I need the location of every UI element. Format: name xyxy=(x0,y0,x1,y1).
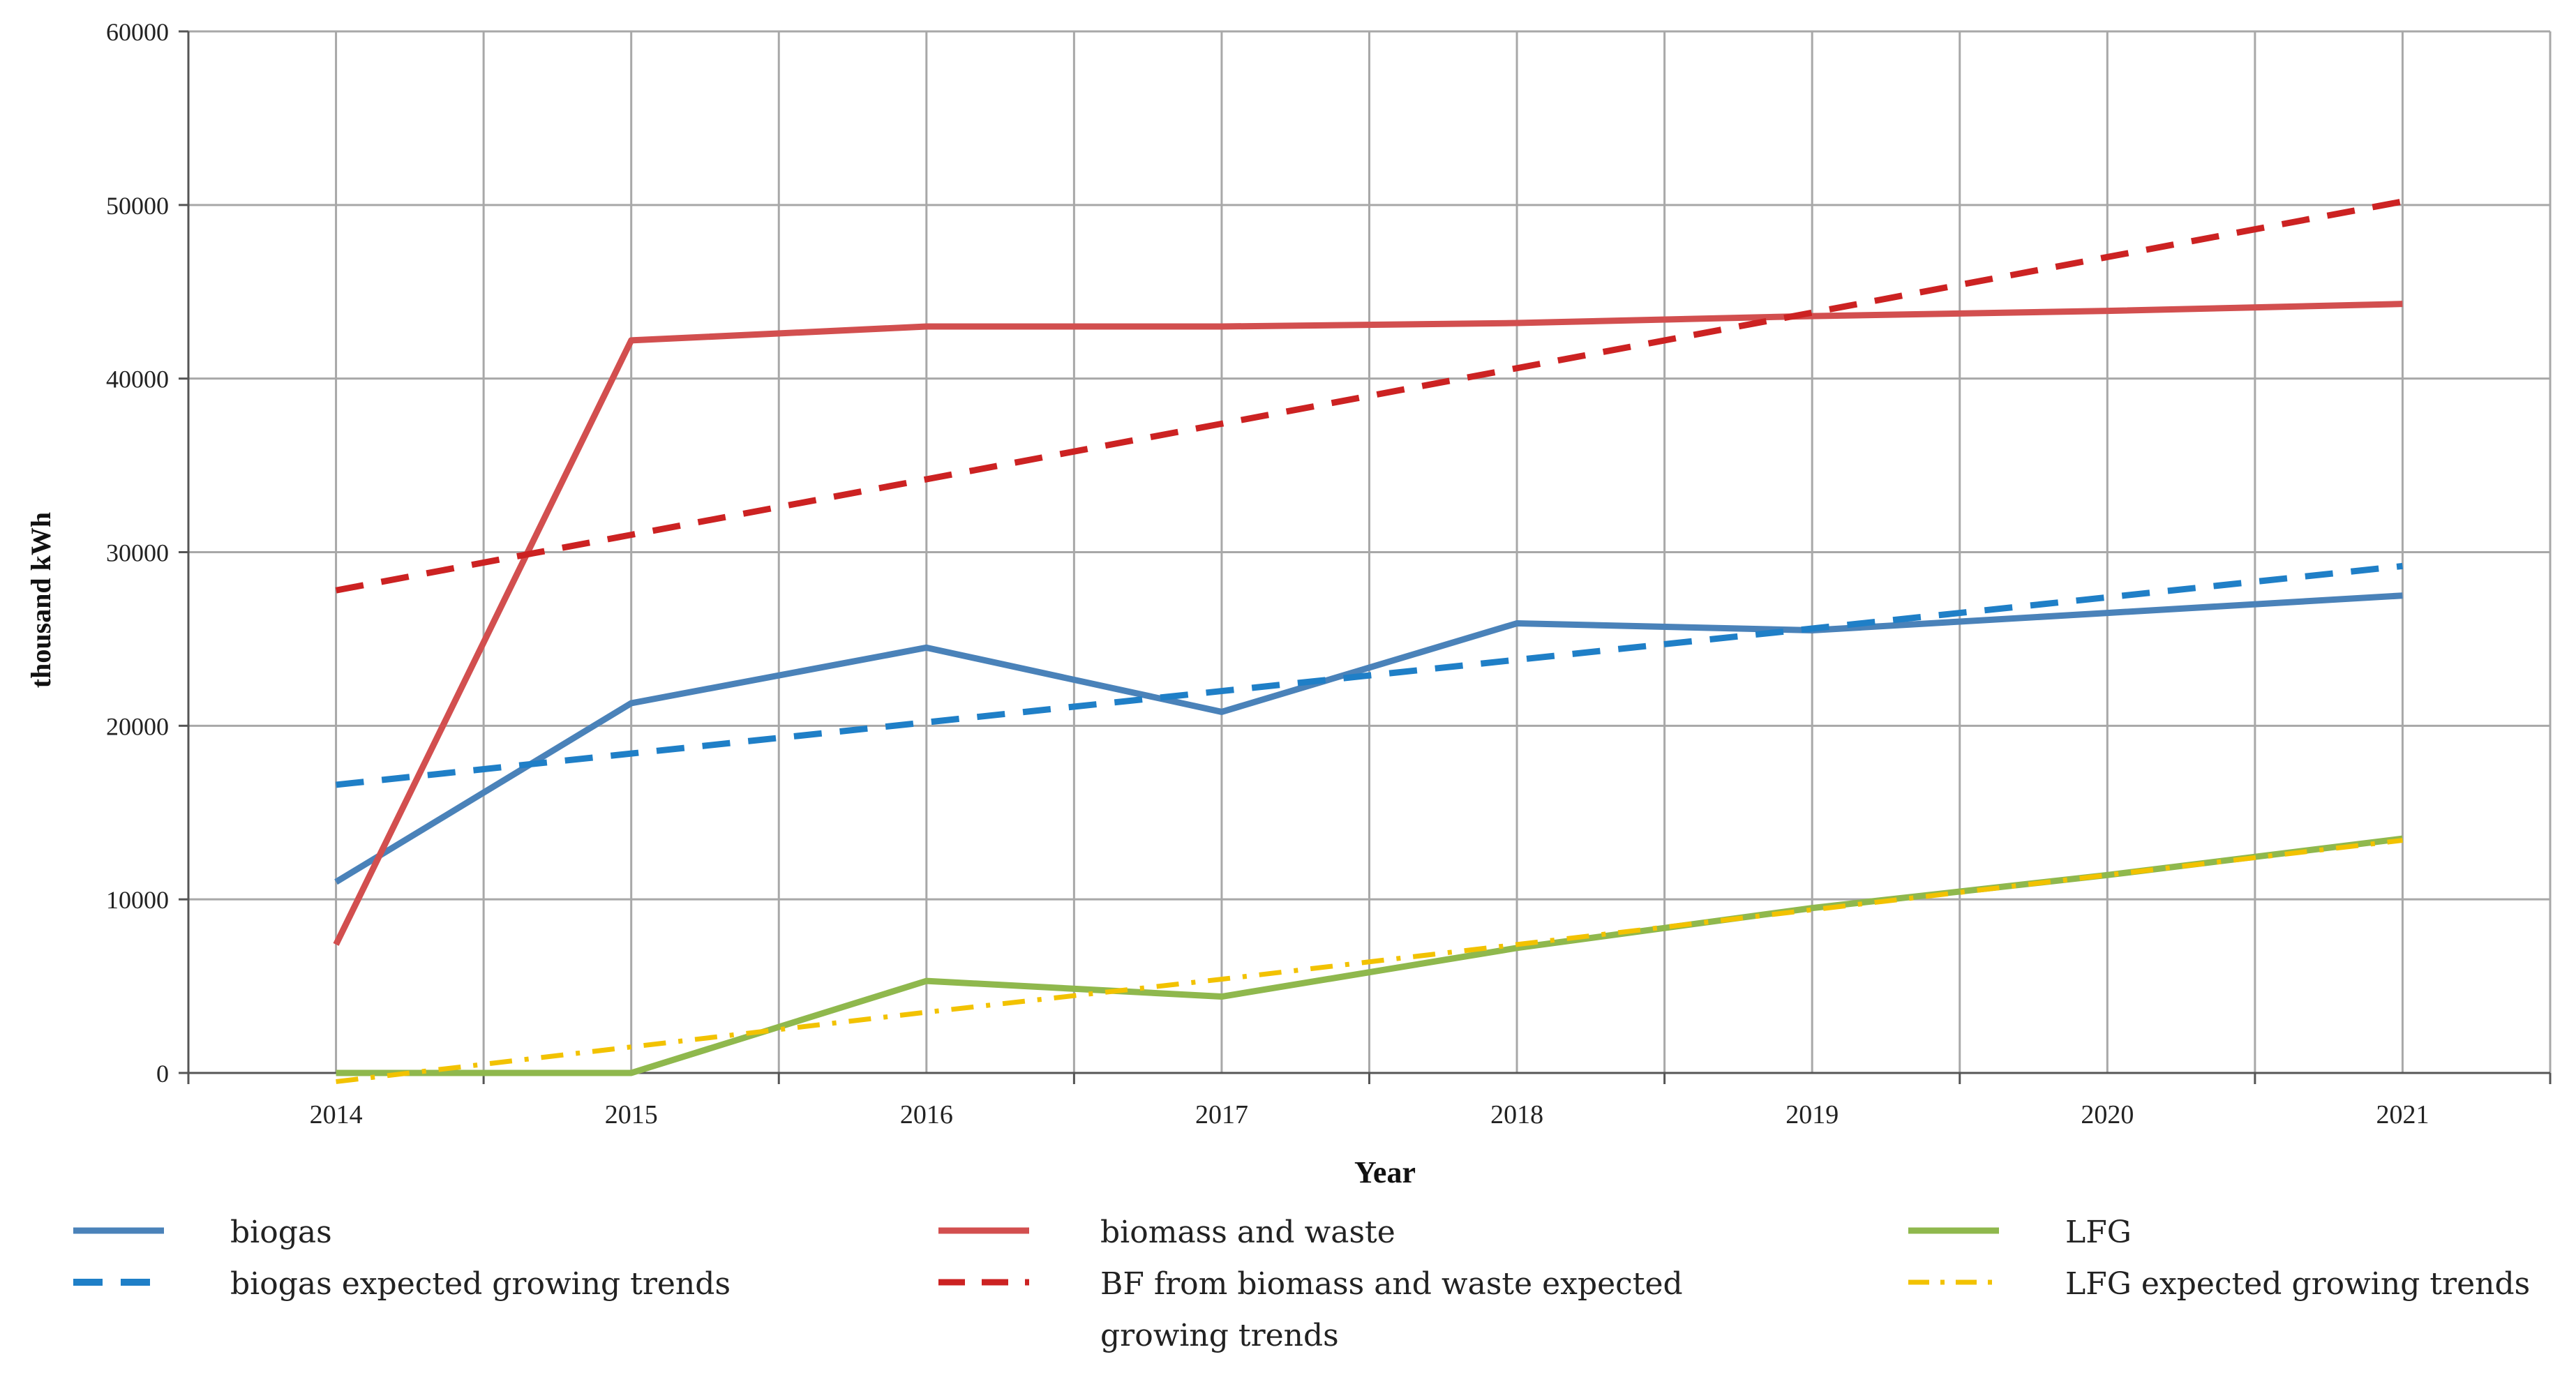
x-tick-label: 2018 xyxy=(1490,1100,1543,1129)
series-line-biogas xyxy=(334,592,2403,885)
x-tick-label: 2019 xyxy=(1785,1100,1839,1129)
x-tick-label: 2020 xyxy=(2081,1100,2134,1129)
series-line-lfg-expected-growing-trends xyxy=(336,838,2403,1084)
y-tick-label: 10000 xyxy=(106,886,169,914)
y-axis-title: thousand kWh xyxy=(25,512,57,688)
x-tick-label: 2021 xyxy=(2376,1100,2429,1129)
legend-label: LFG xyxy=(2065,1215,2132,1250)
legend-swatch-dashed-blue xyxy=(73,1279,164,1286)
legend-swatch-dashed-red xyxy=(938,1279,1029,1286)
legend-label: biomass and waste xyxy=(1100,1215,1395,1250)
x-tick-label: 2014 xyxy=(310,1100,363,1129)
legend-swatch-solid-green xyxy=(1908,1227,1999,1234)
series-line-biomass-and-waste xyxy=(333,301,2403,946)
series-line-biogas-expected-growing-trends xyxy=(336,562,2403,788)
y-tick-label: 0 xyxy=(156,1060,169,1088)
y-tick-label: 40000 xyxy=(106,366,169,393)
series-lines xyxy=(333,198,2404,1084)
series-line-bf-from-biomass-and-waste-expected-growing-trends xyxy=(335,198,2404,594)
y-tick-label: 60000 xyxy=(106,18,169,46)
x-tick-label: 2017 xyxy=(1195,1100,1248,1129)
x-tick-label: 2016 xyxy=(900,1100,953,1129)
legend-swatch-dashdot-yellow xyxy=(1908,1279,1999,1285)
legend-label: LFG expected growing trends xyxy=(2065,1266,2531,1302)
legend-label: BF from biomass and waste expected growi… xyxy=(1100,1266,1683,1353)
legend-swatch-solid-red xyxy=(938,1227,1029,1234)
series-line-lfg xyxy=(336,835,2403,1076)
legend-label: biogas xyxy=(230,1215,332,1250)
x-tick-label: 2015 xyxy=(605,1100,658,1129)
legend-label: biogas expected growing trends xyxy=(230,1266,731,1302)
legend-swatch-solid-blue xyxy=(73,1227,164,1234)
y-tick-label: 20000 xyxy=(106,712,169,740)
axes: 0 10000 20000 30000 40000 50000 60000 2014 2015 2… xyxy=(106,18,2552,1129)
x-axis-title: Year xyxy=(1354,1155,1416,1189)
y-tick-label: 30000 xyxy=(106,539,169,567)
y-tick-label: 50000 xyxy=(106,192,169,220)
